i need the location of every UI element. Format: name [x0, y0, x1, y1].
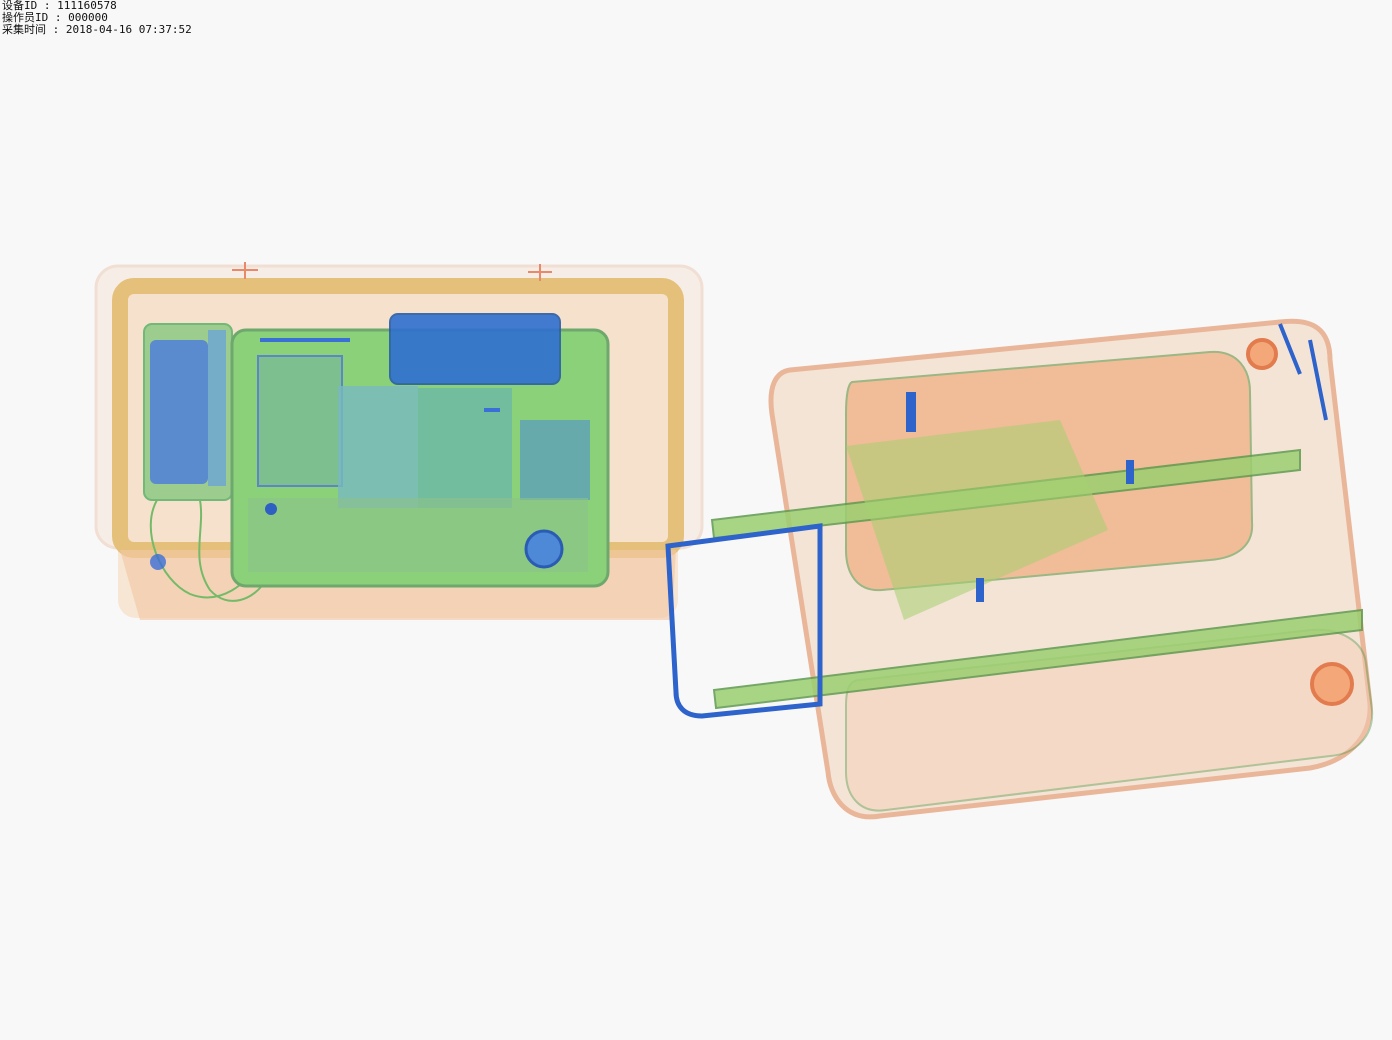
- luggage-bag: [665, 318, 1374, 820]
- operator-id-line: 操作员ID : 000000: [2, 11, 108, 24]
- capture-time-line: 采集时间 : 2018-04-16 07:37:52: [2, 23, 192, 36]
- scan-metadata-panel: 设备ID : 111160578 操作员ID : 000000 采集时间 : 2…: [2, 0, 192, 36]
- device-id-line: 设备ID : 111160578: [2, 0, 117, 12]
- tablet: [230, 313, 610, 588]
